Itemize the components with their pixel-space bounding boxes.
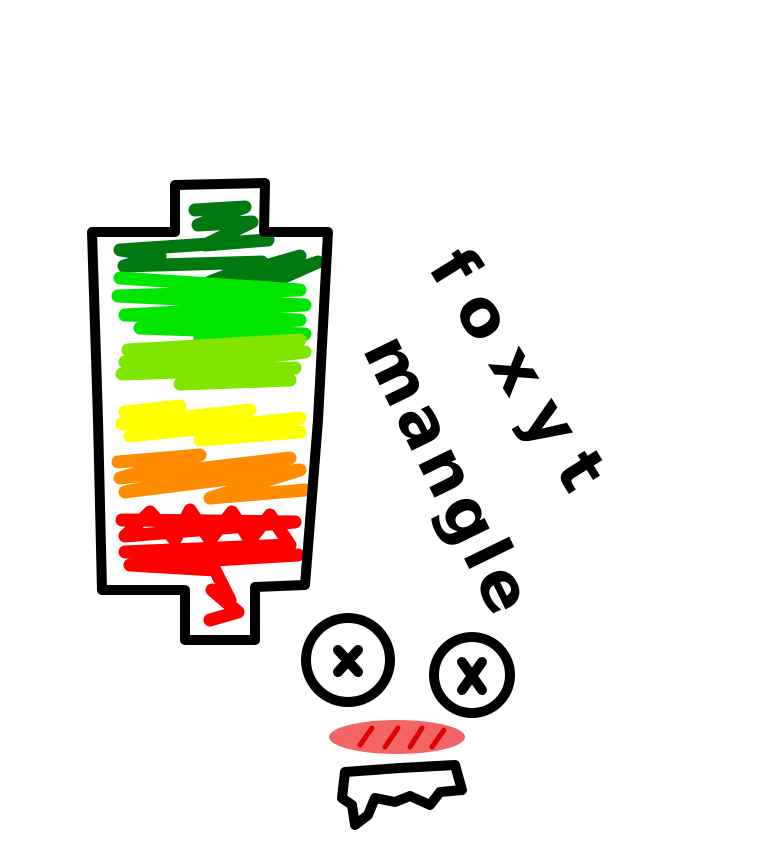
mouth bbox=[337, 760, 467, 830]
eye bbox=[301, 613, 395, 707]
scribble-dark-green bbox=[113, 200, 325, 299]
eye bbox=[429, 632, 515, 718]
scribble-red bbox=[115, 503, 305, 627]
eye-cross bbox=[457, 657, 487, 695]
scribble-green bbox=[111, 271, 312, 345]
nose-marks bbox=[357, 725, 447, 750]
scribble-yellow bbox=[115, 399, 307, 447]
nose bbox=[329, 720, 465, 754]
eye-cross bbox=[333, 645, 363, 677]
face bbox=[301, 613, 515, 830]
scribble-orange bbox=[111, 448, 312, 505]
scribble-lime bbox=[115, 333, 312, 391]
battery-outline bbox=[87, 178, 333, 645]
battery bbox=[87, 178, 333, 645]
